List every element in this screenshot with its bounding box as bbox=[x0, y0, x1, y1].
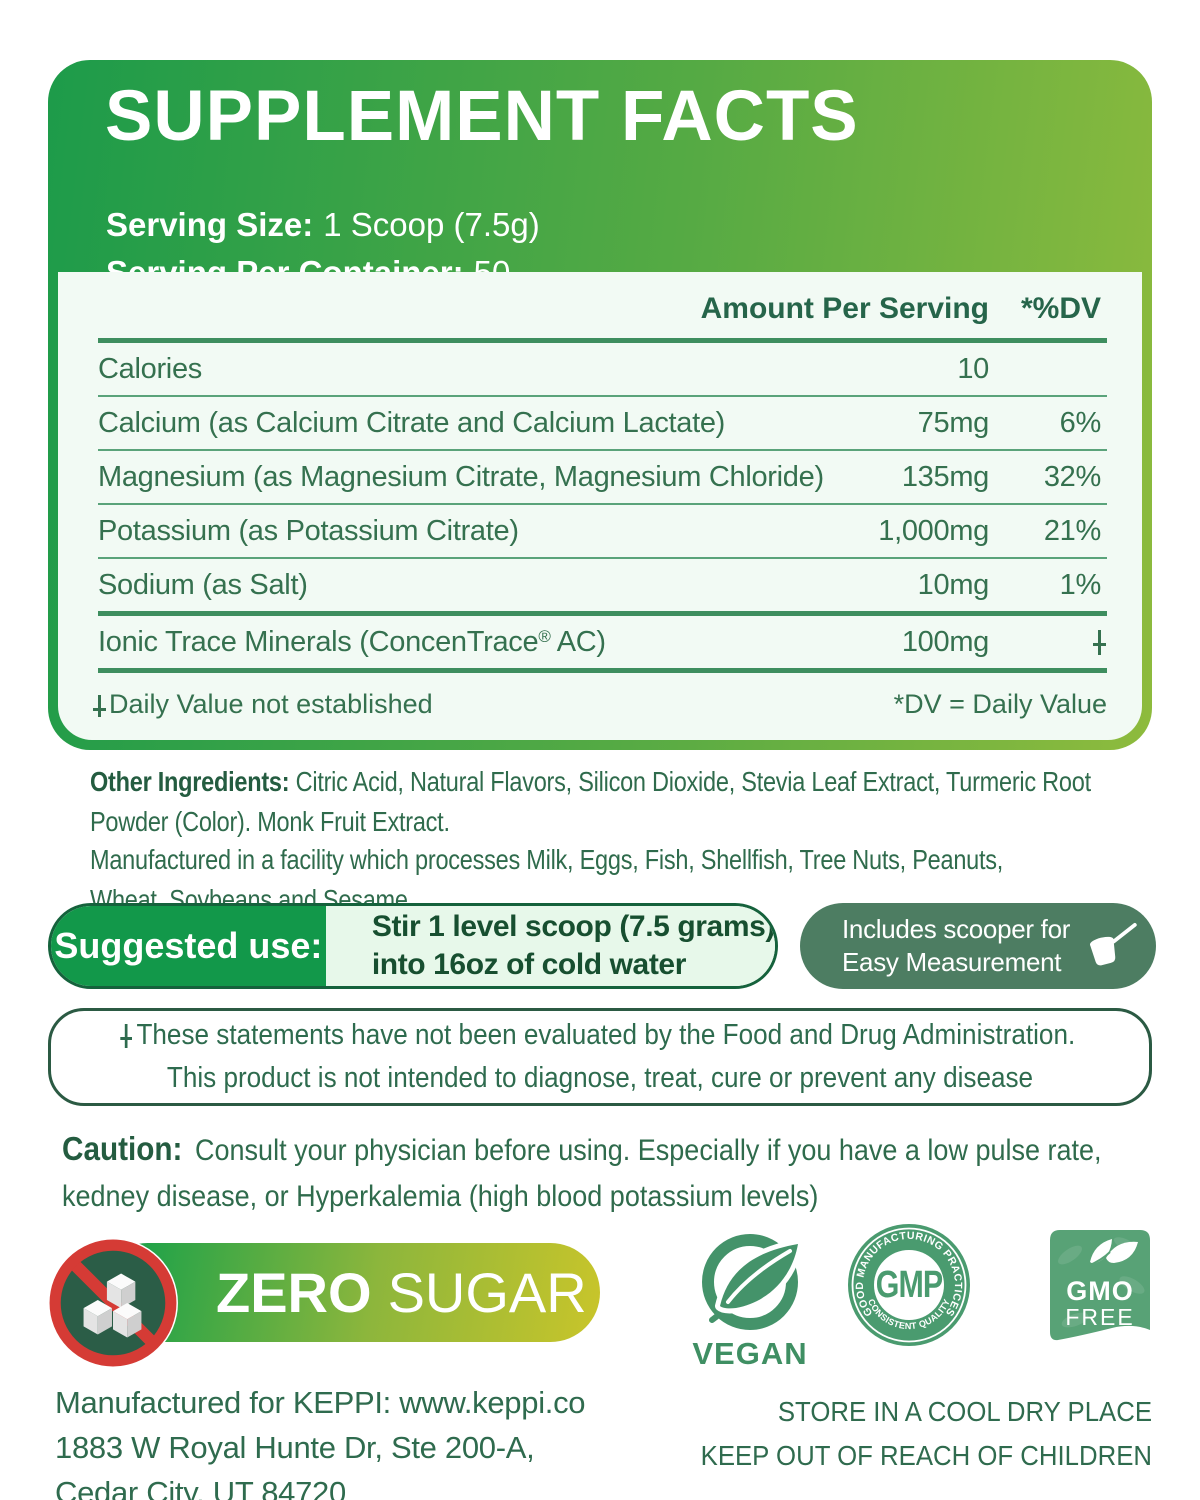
nutrient-dv: 1% bbox=[1059, 568, 1102, 601]
gmo-free-text: FREE bbox=[1065, 1304, 1134, 1330]
table-row: Calcium (as Calcium Citrate and Calcium … bbox=[98, 397, 1107, 451]
suggested-use-pill: Suggested use: Stir 1 level scoop (7.5 g… bbox=[48, 903, 778, 989]
nutrient-amount: 100mg bbox=[901, 625, 989, 658]
dagger-icon bbox=[1093, 629, 1106, 655]
footnote-left: Daily Value not established bbox=[93, 689, 433, 720]
nutrient-dv bbox=[989, 626, 1107, 659]
dv-header: *%DV bbox=[1020, 292, 1101, 325]
nutrient-name: Calcium (as Calcium Citrate and Calcium … bbox=[98, 406, 726, 439]
suggested-use-label: Suggested use: bbox=[51, 906, 326, 986]
other-ingredients-label: Other Ingredients: bbox=[90, 766, 290, 797]
fda-disclaimer: These statements have not been evaluated… bbox=[48, 1008, 1152, 1106]
nutrient-name: Calories bbox=[98, 352, 202, 385]
serving-size-line: Serving Size: 1 Scoop (7.5g) bbox=[106, 206, 540, 244]
amount-header: Amount Per Serving bbox=[700, 292, 989, 325]
no-sugar-icon bbox=[48, 1238, 178, 1368]
table-row: Sodium (as Salt) 10mg 1% bbox=[98, 559, 1107, 616]
zero-sugar-badge: ZERO SUGAR bbox=[98, 1243, 600, 1342]
nutrient-dv: 6% bbox=[1059, 406, 1102, 439]
nutrient-name: Sodium (as Salt) bbox=[98, 568, 308, 601]
gmo-text: GMO bbox=[1066, 1276, 1134, 1306]
gmp-center-text: GMP bbox=[876, 1264, 942, 1306]
facts-body: Amount Per Serving *%DV Calories 10 Calc… bbox=[58, 272, 1142, 740]
nutrient-amount: 135mg bbox=[901, 460, 989, 493]
scooper-text: Includes scooper for Easy Measurement bbox=[842, 914, 1071, 977]
nutrient-name: Ionic Trace Minerals (ConcenTrace® AC) bbox=[98, 625, 606, 658]
vegan-leaf-icon bbox=[702, 1234, 803, 1330]
other-ingredients: Other Ingredients: Citric Acid, Natural … bbox=[90, 766, 1091, 837]
nutrient-amount: 10mg bbox=[917, 568, 990, 601]
nutrient-amount: 1,000mg bbox=[878, 514, 989, 547]
table-row: Calories 10 bbox=[98, 343, 1107, 397]
nutrition-table: Amount Per Serving *%DV Calories 10 Calc… bbox=[93, 292, 1107, 720]
caution-label: Caution: bbox=[62, 1130, 183, 1167]
nutrient-amount: 75mg bbox=[917, 406, 990, 439]
table-row: Ionic Trace Minerals (ConcenTrace® AC) 1… bbox=[98, 616, 1107, 673]
suggested-use-instructions: Stir 1 level scoop (7.5 grams) into 16oz… bbox=[325, 906, 775, 986]
gmp-seal-icon: GOOD MANUFACTURING PRACTICES CONSISTENT … bbox=[848, 1224, 970, 1346]
nutrient-name: Potassium (as Potassium Citrate) bbox=[98, 514, 519, 547]
serving-size-value: 1 Scoop (7.5g) bbox=[323, 206, 540, 243]
scoop-icon bbox=[1090, 922, 1137, 966]
scooper-badge: Includes scooper for Easy Measurement bbox=[800, 903, 1156, 989]
caution-text: Caution: Consult your physician before us… bbox=[62, 1130, 1102, 1213]
table-footnotes: Daily Value not established *DV = Daily … bbox=[93, 673, 1107, 720]
dagger-icon bbox=[93, 695, 106, 717]
serving-size-label: Serving Size: bbox=[106, 206, 314, 243]
storage-instructions: STORE IN A COOL DRY PLACE KEEP OUT OF RE… bbox=[700, 1396, 1152, 1471]
table-header: Amount Per Serving *%DV bbox=[98, 292, 1107, 343]
nutrient-dv: 32% bbox=[1043, 460, 1101, 493]
nutrient-amount: 10 bbox=[957, 352, 989, 385]
vegan-label: VEGAN bbox=[692, 1336, 808, 1371]
table-row: Potassium (as Potassium Citrate) 1,000mg… bbox=[98, 505, 1107, 559]
gmo-free-icon: GMO FREE bbox=[1050, 1230, 1150, 1341]
manufacturer-info: Manufactured for KEPPI: www.keppi.co 188… bbox=[55, 1385, 586, 1500]
table-row: Magnesium (as Magnesium Citrate, Magnesi… bbox=[98, 451, 1107, 505]
page-title: SUPPLEMENT FACTS bbox=[105, 77, 859, 156]
footnote-right: *DV = Daily Value bbox=[893, 689, 1107, 719]
nutrient-name: Magnesium (as Magnesium Citrate, Magnesi… bbox=[98, 460, 824, 493]
dagger-icon bbox=[120, 1024, 132, 1048]
facts-panel: SUPPLEMENT FACTS Serving Size: 1 Scoop (7… bbox=[48, 60, 1152, 750]
nutrient-dv: 21% bbox=[1043, 514, 1101, 547]
